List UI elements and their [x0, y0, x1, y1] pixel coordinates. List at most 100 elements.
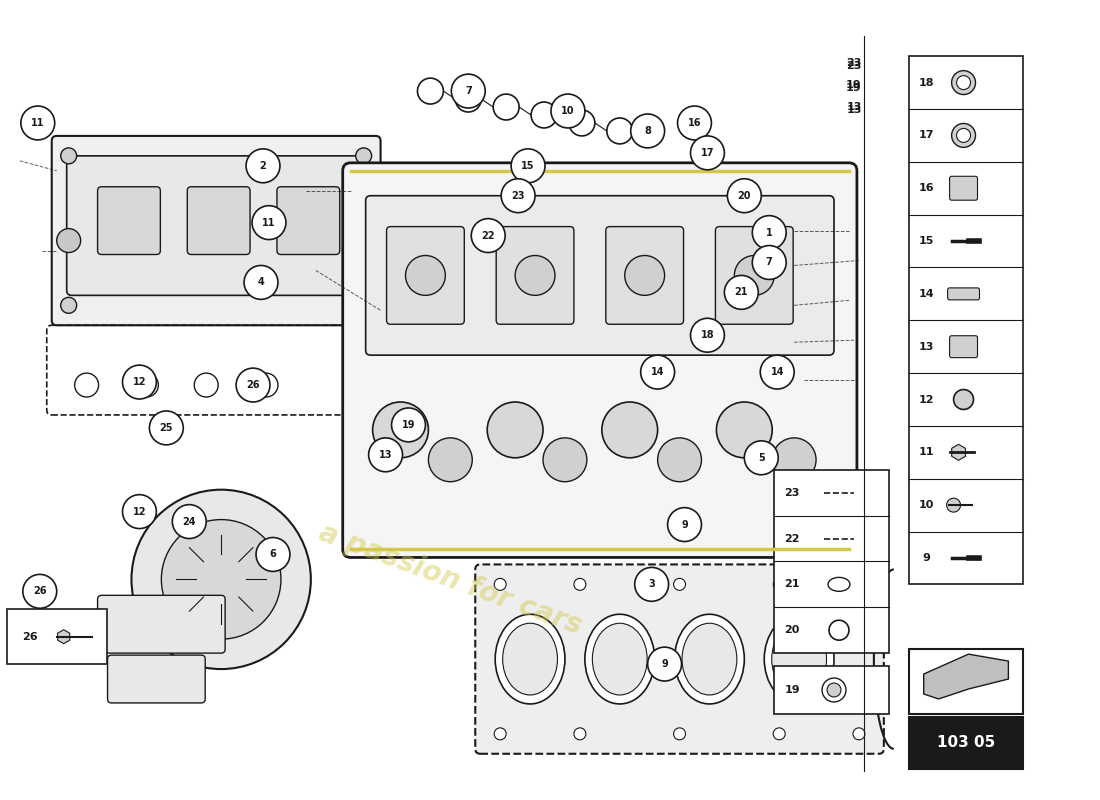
Text: 16: 16 — [918, 183, 935, 194]
Text: 15: 15 — [918, 236, 934, 246]
Text: 12: 12 — [133, 377, 146, 387]
FancyBboxPatch shape — [386, 226, 464, 324]
FancyBboxPatch shape — [365, 196, 834, 355]
Circle shape — [852, 728, 865, 740]
Circle shape — [760, 355, 794, 389]
Text: 23: 23 — [846, 61, 861, 71]
Text: 17: 17 — [918, 130, 934, 141]
Circle shape — [727, 178, 761, 213]
Circle shape — [502, 178, 535, 213]
Text: 22: 22 — [784, 534, 800, 543]
Text: 103 05: 103 05 — [937, 735, 996, 750]
Text: 3: 3 — [648, 579, 654, 590]
Circle shape — [574, 578, 586, 590]
Text: a passion for cars: a passion for cars — [315, 518, 585, 640]
Text: 26: 26 — [246, 380, 260, 390]
FancyBboxPatch shape — [947, 288, 979, 300]
Circle shape — [745, 441, 778, 474]
Circle shape — [428, 438, 472, 482]
Circle shape — [640, 355, 674, 389]
FancyBboxPatch shape — [909, 56, 1023, 584]
FancyBboxPatch shape — [909, 649, 1023, 714]
Circle shape — [150, 411, 184, 445]
Text: 26: 26 — [33, 586, 46, 596]
Circle shape — [252, 206, 286, 239]
Circle shape — [668, 508, 702, 542]
FancyBboxPatch shape — [949, 176, 978, 200]
FancyBboxPatch shape — [67, 156, 365, 295]
Text: 10: 10 — [918, 500, 934, 510]
Circle shape — [543, 438, 587, 482]
Ellipse shape — [764, 614, 834, 704]
Text: 15: 15 — [521, 161, 535, 171]
Text: 13: 13 — [378, 450, 393, 460]
Circle shape — [471, 218, 505, 253]
Circle shape — [957, 76, 970, 90]
Circle shape — [752, 246, 786, 279]
Circle shape — [57, 229, 80, 253]
Circle shape — [635, 567, 669, 602]
Text: 13: 13 — [846, 105, 861, 115]
FancyBboxPatch shape — [496, 226, 574, 324]
FancyBboxPatch shape — [98, 186, 161, 254]
Text: 7: 7 — [465, 86, 472, 96]
Ellipse shape — [593, 623, 647, 695]
FancyBboxPatch shape — [7, 610, 107, 664]
FancyBboxPatch shape — [774, 470, 889, 653]
Text: 26: 26 — [22, 632, 37, 642]
Circle shape — [735, 255, 774, 295]
Circle shape — [852, 578, 865, 590]
Text: 10: 10 — [561, 106, 574, 116]
Text: 21: 21 — [735, 287, 748, 298]
Text: 13: 13 — [846, 102, 861, 112]
Circle shape — [451, 74, 485, 108]
Circle shape — [772, 438, 816, 482]
Circle shape — [368, 438, 403, 472]
Circle shape — [648, 647, 682, 681]
FancyBboxPatch shape — [475, 565, 883, 754]
Circle shape — [630, 114, 664, 148]
Circle shape — [60, 148, 77, 164]
FancyBboxPatch shape — [52, 136, 381, 326]
FancyBboxPatch shape — [108, 655, 206, 703]
Text: 17: 17 — [701, 148, 714, 158]
Circle shape — [658, 438, 702, 482]
FancyBboxPatch shape — [187, 186, 250, 254]
Circle shape — [122, 494, 156, 529]
Circle shape — [60, 298, 77, 314]
Text: 9: 9 — [661, 659, 668, 669]
Circle shape — [773, 578, 785, 590]
FancyBboxPatch shape — [715, 226, 793, 324]
Circle shape — [355, 148, 372, 164]
Text: 11: 11 — [31, 118, 44, 128]
Text: 18: 18 — [918, 78, 934, 88]
Circle shape — [954, 390, 974, 410]
Ellipse shape — [772, 623, 826, 695]
Text: 22: 22 — [482, 230, 495, 241]
Circle shape — [952, 123, 976, 147]
Circle shape — [678, 106, 712, 140]
Circle shape — [122, 365, 156, 399]
Ellipse shape — [503, 623, 558, 695]
Circle shape — [487, 402, 543, 458]
Circle shape — [725, 275, 758, 310]
Circle shape — [947, 498, 960, 512]
Circle shape — [673, 578, 685, 590]
Text: 11: 11 — [262, 218, 276, 228]
Circle shape — [244, 266, 278, 299]
Text: 19: 19 — [402, 420, 415, 430]
Text: 21: 21 — [784, 579, 800, 590]
Text: 8: 8 — [645, 126, 651, 136]
Ellipse shape — [674, 614, 745, 704]
Circle shape — [21, 106, 55, 140]
Circle shape — [957, 129, 970, 142]
Circle shape — [162, 519, 280, 639]
Circle shape — [673, 728, 685, 740]
Circle shape — [373, 402, 428, 458]
Text: 18: 18 — [701, 330, 714, 340]
Circle shape — [773, 728, 785, 740]
FancyBboxPatch shape — [606, 226, 683, 324]
Circle shape — [625, 255, 664, 295]
Text: 19: 19 — [846, 83, 861, 93]
Text: 19: 19 — [784, 685, 800, 695]
